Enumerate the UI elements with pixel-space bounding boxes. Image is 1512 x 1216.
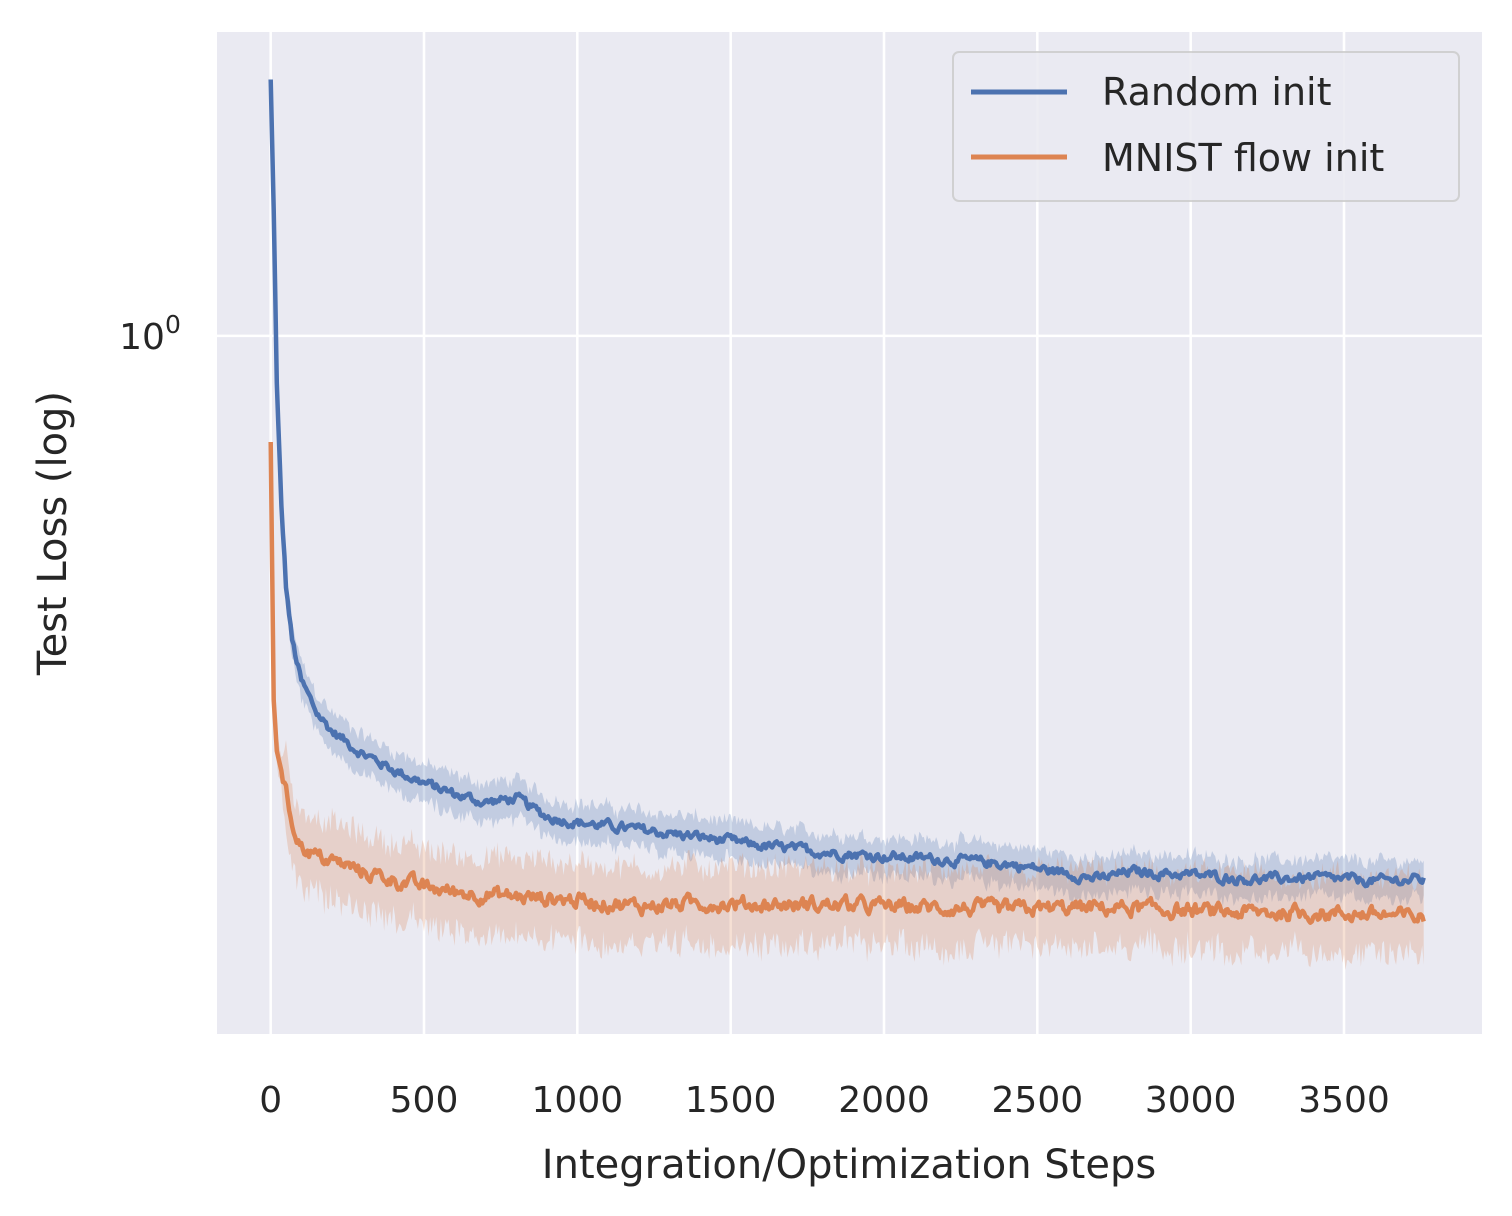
y-axis-label: Test Loss (log) [30, 391, 76, 676]
x-tick-label: 3000 [1145, 1080, 1237, 1121]
x-axis-ticks: 0 500 1000 1500 2000 2500 3000 3500 [259, 1080, 1390, 1121]
x-tick-label: 0 [259, 1080, 282, 1121]
x-axis-label: Integration/Optimization Steps [542, 1142, 1156, 1188]
x-tick-label: 1000 [532, 1080, 624, 1121]
series-lines [268, 79, 1426, 925]
legend-label-random-init: Random init [1102, 70, 1332, 114]
y-axis-ticks: 100 [119, 310, 181, 358]
y-tick-label: 100 [119, 310, 181, 358]
x-tick-label: 3500 [1298, 1080, 1390, 1121]
x-tick-label: 2500 [992, 1080, 1084, 1121]
x-tick-label: 1500 [685, 1080, 777, 1121]
legend-box [952, 51, 1460, 202]
legend-label-mnist-flow-init: MNIST flow init [1102, 136, 1384, 180]
legend: Random init MNIST flow init [952, 51, 1460, 202]
series-line-random-init [268, 79, 1426, 889]
series-line-mnist-flow-init [268, 441, 1426, 925]
x-tick-label: 2000 [838, 1080, 930, 1121]
x-tick-label: 500 [390, 1080, 459, 1121]
